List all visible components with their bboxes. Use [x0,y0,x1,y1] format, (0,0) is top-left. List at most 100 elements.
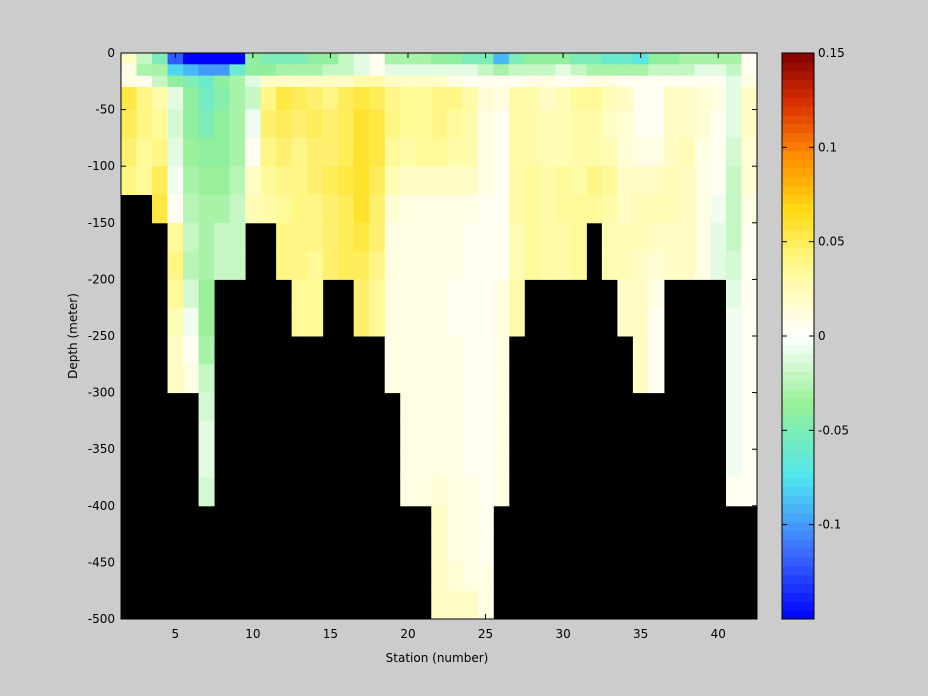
heatmap-cell [276,53,293,65]
heatmap-cell [601,251,618,280]
colorbar-step [782,380,814,390]
y-tick-label: -500 [88,612,115,626]
colorbar-ticks: 0.15 0.1 0.05 0 -0.05 -0.1 [782,46,849,532]
heatmap-cell [462,562,479,592]
heatmap-cell [322,222,339,252]
heatmap-cell [384,222,401,252]
heatmap-cell [477,251,494,280]
heatmap-cell [725,166,742,195]
heatmap-cell [462,477,479,507]
heatmap-cell [663,166,680,195]
heatmap-cell [462,64,479,77]
heatmap-cell [276,166,293,195]
heatmap-cell [508,166,525,195]
heatmap-cell [291,109,308,139]
heatmap-cell [725,75,742,88]
heatmap-cell [648,137,665,167]
heatmap-cell [493,420,510,450]
heatmap-cell [741,109,758,139]
heatmap-cell [462,194,479,224]
heatmap-cell [276,109,293,139]
heatmap-cell [431,505,448,535]
colorbar-step [782,530,814,540]
heatmap-cell [710,222,727,252]
x-axis-label: Station (number) [386,651,489,665]
heatmap-cell [648,166,665,195]
heatmap-cell [555,251,572,280]
heatmap-cell [183,222,200,252]
heatmap-cell [725,307,742,337]
heatmap-cell [369,64,386,77]
heatmap-cell [570,86,587,111]
heatmap-cell [198,109,215,139]
heatmap-cell [415,194,432,224]
heatmap-cell [431,420,448,450]
heatmap-cell [741,222,758,252]
heatmap-cell [694,75,711,88]
heatmap-cell [648,64,665,77]
colorbar-step [782,185,814,195]
heatmap-cell [632,109,649,139]
heatmap-cell [446,53,463,65]
heatmap-cell [229,222,246,252]
heatmap-cell [710,75,727,88]
heatmap-cell [539,137,556,167]
heatmap-cell [338,166,355,195]
heatmap-cell [400,364,417,394]
heatmap-cell [446,75,463,88]
colorbar-step [782,486,814,496]
x-tick-label: 35 [633,627,648,641]
heatmap-cell [570,222,587,252]
heatmap-cell [741,307,758,337]
heatmap-cell [524,109,541,139]
heatmap-cell [741,449,758,478]
heatmap-cell [214,222,231,252]
heatmap-cell [291,251,308,280]
heatmap-cell [183,279,200,309]
heatmap-cell [462,534,479,563]
colorbar-step [782,167,814,178]
heatmap-cell [291,166,308,195]
heatmap-cell [291,64,308,77]
colorbar-step [782,459,814,470]
heatmap-cell [477,279,494,309]
x-tick-label: 20 [400,627,415,641]
heatmap-cell [353,53,370,65]
colorbar-step [782,238,814,249]
heatmap-cell [601,137,618,167]
heatmap-cell [415,53,432,65]
heatmap-cell [462,336,479,365]
heatmap-cell [276,137,293,167]
heatmap-cell [493,222,510,252]
heatmap-cell [152,64,169,77]
colorbar-tick-label: 0.05 [818,235,845,249]
heatmap-cell [369,75,386,88]
heatmap-cell [291,307,308,337]
heatmap-cell [446,420,463,450]
heatmap-cell [446,364,463,394]
heatmap-cell [276,194,293,224]
heatmap-cell [338,194,355,224]
heatmap-cell [741,477,758,507]
heatmap-cell [524,53,541,65]
heatmap-cell [555,86,572,111]
heatmap-cell [307,307,324,337]
heatmap-cell [415,251,432,280]
heatmap-cell [462,590,479,620]
heatmap-cell [384,75,401,88]
heatmap-cell [679,137,696,167]
colorbar-step [782,433,814,443]
heatmap-cell [477,194,494,224]
colorbar-step [782,601,814,611]
heatmap-cell [384,166,401,195]
x-tick-label: 30 [555,627,570,641]
heatmap-cell [431,449,448,478]
heatmap-cell [183,364,200,394]
heatmap-cell [183,75,200,88]
heatmap-cell [508,109,525,139]
heatmap-cell [524,166,541,195]
heatmap-cell [338,109,355,139]
heatmap-cell [663,222,680,252]
heatmap-cell [322,64,339,77]
heatmap-cell [400,64,417,77]
